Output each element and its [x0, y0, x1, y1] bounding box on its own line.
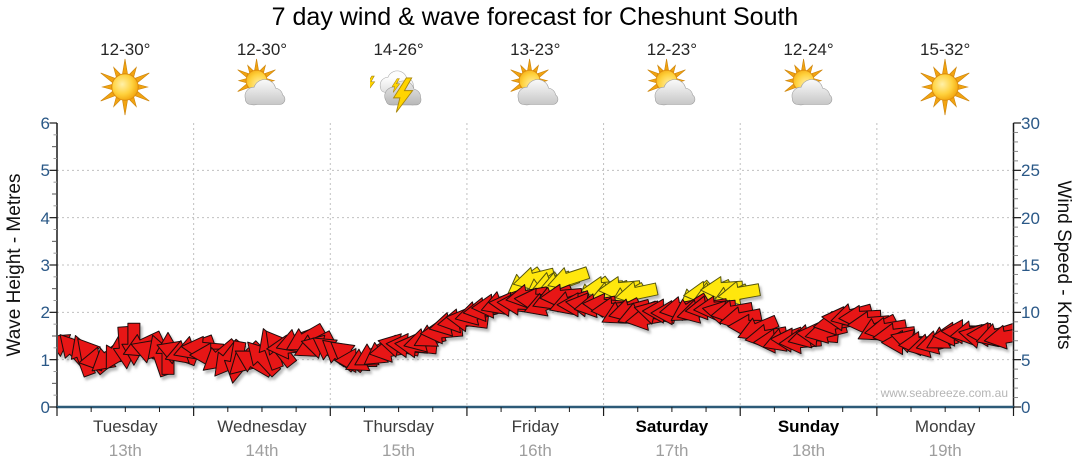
- x-date-label: 19th: [928, 441, 962, 460]
- y-right-tick-label: 0: [1021, 398, 1031, 417]
- x-day-label: Friday: [511, 417, 559, 436]
- weather-icon-partly-cloudy: [643, 58, 701, 116]
- weather-icon-partly-cloudy: [780, 58, 838, 116]
- temperature-range-label: 13-23°: [510, 40, 561, 59]
- chart-title: 7 day wind & wave forecast for Cheshunt …: [271, 3, 799, 31]
- x-day-label: Sunday: [777, 417, 840, 436]
- x-day-label: Wednesday: [217, 417, 307, 436]
- temperature-range-label: 15-32°: [920, 40, 971, 59]
- weather-icon-sunny: [916, 58, 974, 116]
- x-day-label: Saturday: [635, 417, 709, 436]
- weather-icon-partly-cloudy: [506, 58, 564, 116]
- y-right-tick-label: 10: [1021, 303, 1040, 323]
- x-day-label: Thursday: [363, 417, 435, 436]
- y-left-tick-label: 0: [40, 398, 50, 417]
- y-left-tick-label: 1: [40, 350, 50, 370]
- x-date-label: 17th: [655, 441, 689, 460]
- y-right-tick-label: 30: [1021, 114, 1040, 133]
- x-date-label: 14th: [245, 441, 279, 460]
- x-date-label: 15th: [382, 441, 416, 460]
- temperature-range-label: 12-23°: [646, 40, 698, 59]
- y-left-tick-label: 3: [40, 256, 50, 275]
- y-right-tick-label: 25: [1021, 161, 1040, 181]
- weather-icon-thunderstorm: [365, 58, 428, 116]
- x-date-label: 13th: [108, 441, 142, 460]
- weather-icon-partly-cloudy: [233, 58, 291, 116]
- x-day-label: Monday: [914, 417, 976, 436]
- y-right-tick-label: 20: [1021, 208, 1040, 228]
- y-left-tick-label: 4: [40, 208, 50, 228]
- y-left-tick-label: 6: [40, 114, 50, 133]
- temperature-range-label: 12-30°: [236, 40, 288, 59]
- temperature-range-label: 12-30°: [100, 40, 151, 59]
- temperature-range-label: 12-24°: [783, 40, 834, 59]
- y-left-tick-label: 5: [40, 161, 50, 181]
- watermark: www.seabreeze.com.au: [880, 386, 1008, 400]
- temperature-range-label: 14-26°: [373, 40, 424, 59]
- y-left-tick-label: 2: [40, 303, 50, 323]
- x-day-label: Tuesday: [93, 417, 158, 436]
- x-date-label: 18th: [791, 441, 826, 460]
- weather-icon-sunny: [96, 58, 154, 116]
- x-date-label: 16th: [518, 441, 552, 460]
- y-right-tick-label: 15: [1021, 256, 1040, 275]
- y-right-tick-label: 5: [1021, 350, 1031, 370]
